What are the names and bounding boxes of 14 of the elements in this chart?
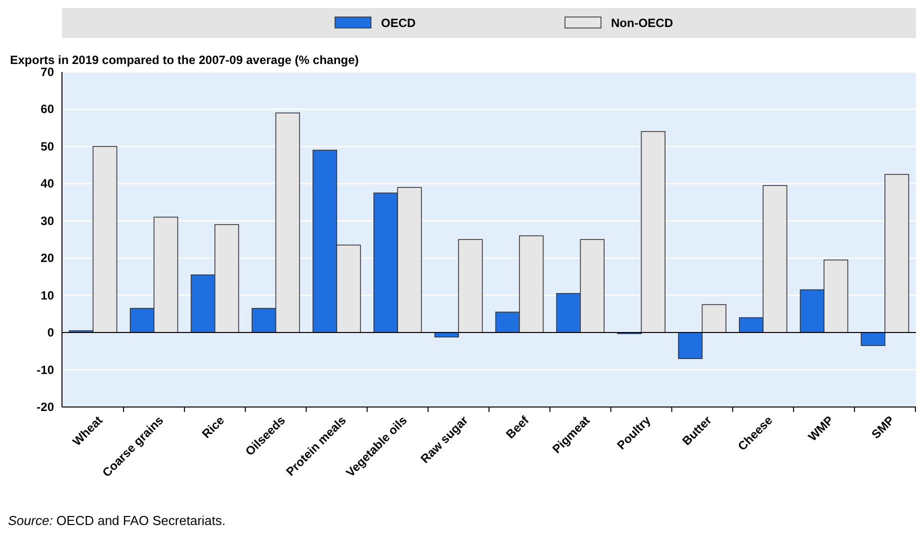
legend-label: OECD: [381, 16, 416, 30]
y-tick-label: 70: [40, 65, 54, 79]
y-tick-label: -20: [36, 400, 54, 414]
y-tick-label: 50: [40, 139, 54, 154]
y-axis-title: Exports in 2019 compared to the 2007-09 average (% change): [10, 53, 359, 67]
source-note: Source: OECD and FAO Secretariats.: [8, 513, 226, 528]
y-tick-label: 30: [40, 214, 54, 228]
legend-label: Non-OECD: [611, 16, 674, 30]
y-tick-label: 20: [40, 251, 54, 266]
y-tick-label: 0: [47, 326, 54, 340]
y-tick-label: 60: [40, 102, 54, 116]
y-tick-label: 10: [40, 288, 54, 302]
y-tick-label: -10: [36, 362, 54, 377]
y-tick-label: 40: [40, 176, 54, 191]
